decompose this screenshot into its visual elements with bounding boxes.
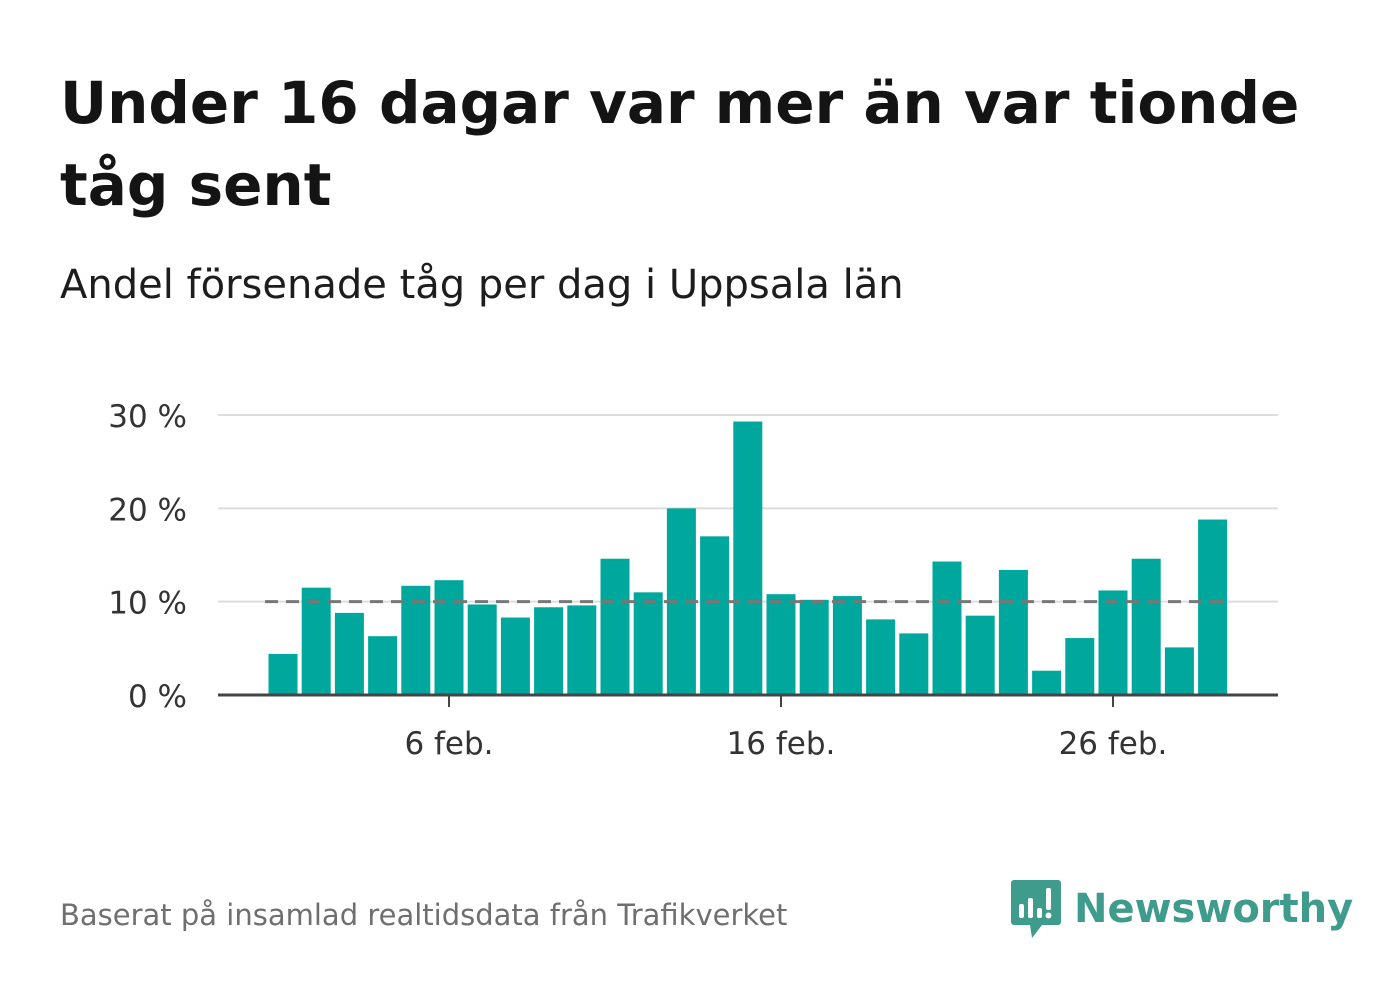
- bar: [1198, 519, 1228, 695]
- bar: [733, 421, 763, 695]
- y-tick-label: 10 %: [108, 586, 187, 622]
- source-note: Baserat på insamlad realtidsdata från Tr…: [60, 898, 788, 932]
- x-tick-label: 6 feb.: [404, 726, 493, 762]
- axes: 0 % 10 % 20 % 30 % 6 feb. 16 feb. 26 feb.: [108, 399, 1278, 762]
- bar: [467, 604, 497, 695]
- bar: [866, 619, 896, 695]
- bar: [1065, 638, 1095, 695]
- bar: [600, 558, 630, 695]
- bar: [268, 653, 298, 695]
- bar: [932, 561, 962, 695]
- newsworthy-logo-icon: [1011, 880, 1061, 938]
- chart-subtitle: Andel försenade tåg per dag i Uppsala lä…: [60, 262, 904, 308]
- brand-name: Newsworthy: [1074, 886, 1354, 932]
- bar: [899, 633, 929, 695]
- bar: [799, 599, 829, 695]
- bar: [368, 636, 398, 695]
- bar: [500, 617, 530, 695]
- y-tick-label: 20 %: [108, 492, 187, 528]
- y-tick-label: 0 %: [128, 679, 187, 715]
- bar: [1098, 590, 1128, 695]
- chart-title: Under 16 dagar var mer än var tionde tåg…: [60, 69, 1300, 219]
- bar: [567, 605, 597, 695]
- bar: [401, 585, 431, 695]
- bar: [832, 596, 862, 695]
- brand-logo: Newsworthy: [1010, 878, 1353, 940]
- bar: [1164, 647, 1194, 695]
- bar: [534, 607, 564, 695]
- bar: [1032, 670, 1062, 695]
- bar: [965, 615, 995, 695]
- bar: [1131, 558, 1161, 695]
- x-tick-label: 26 feb.: [1059, 726, 1168, 762]
- bar: [633, 592, 663, 695]
- bar: [301, 587, 331, 695]
- bar: [766, 594, 796, 695]
- x-tick-label: 16 feb.: [727, 726, 836, 762]
- bar: [998, 569, 1028, 695]
- bar-series: [268, 421, 1228, 695]
- bar: [434, 580, 464, 695]
- bar: [700, 536, 730, 695]
- bar: [334, 612, 364, 695]
- y-tick-label: 30 %: [108, 399, 187, 435]
